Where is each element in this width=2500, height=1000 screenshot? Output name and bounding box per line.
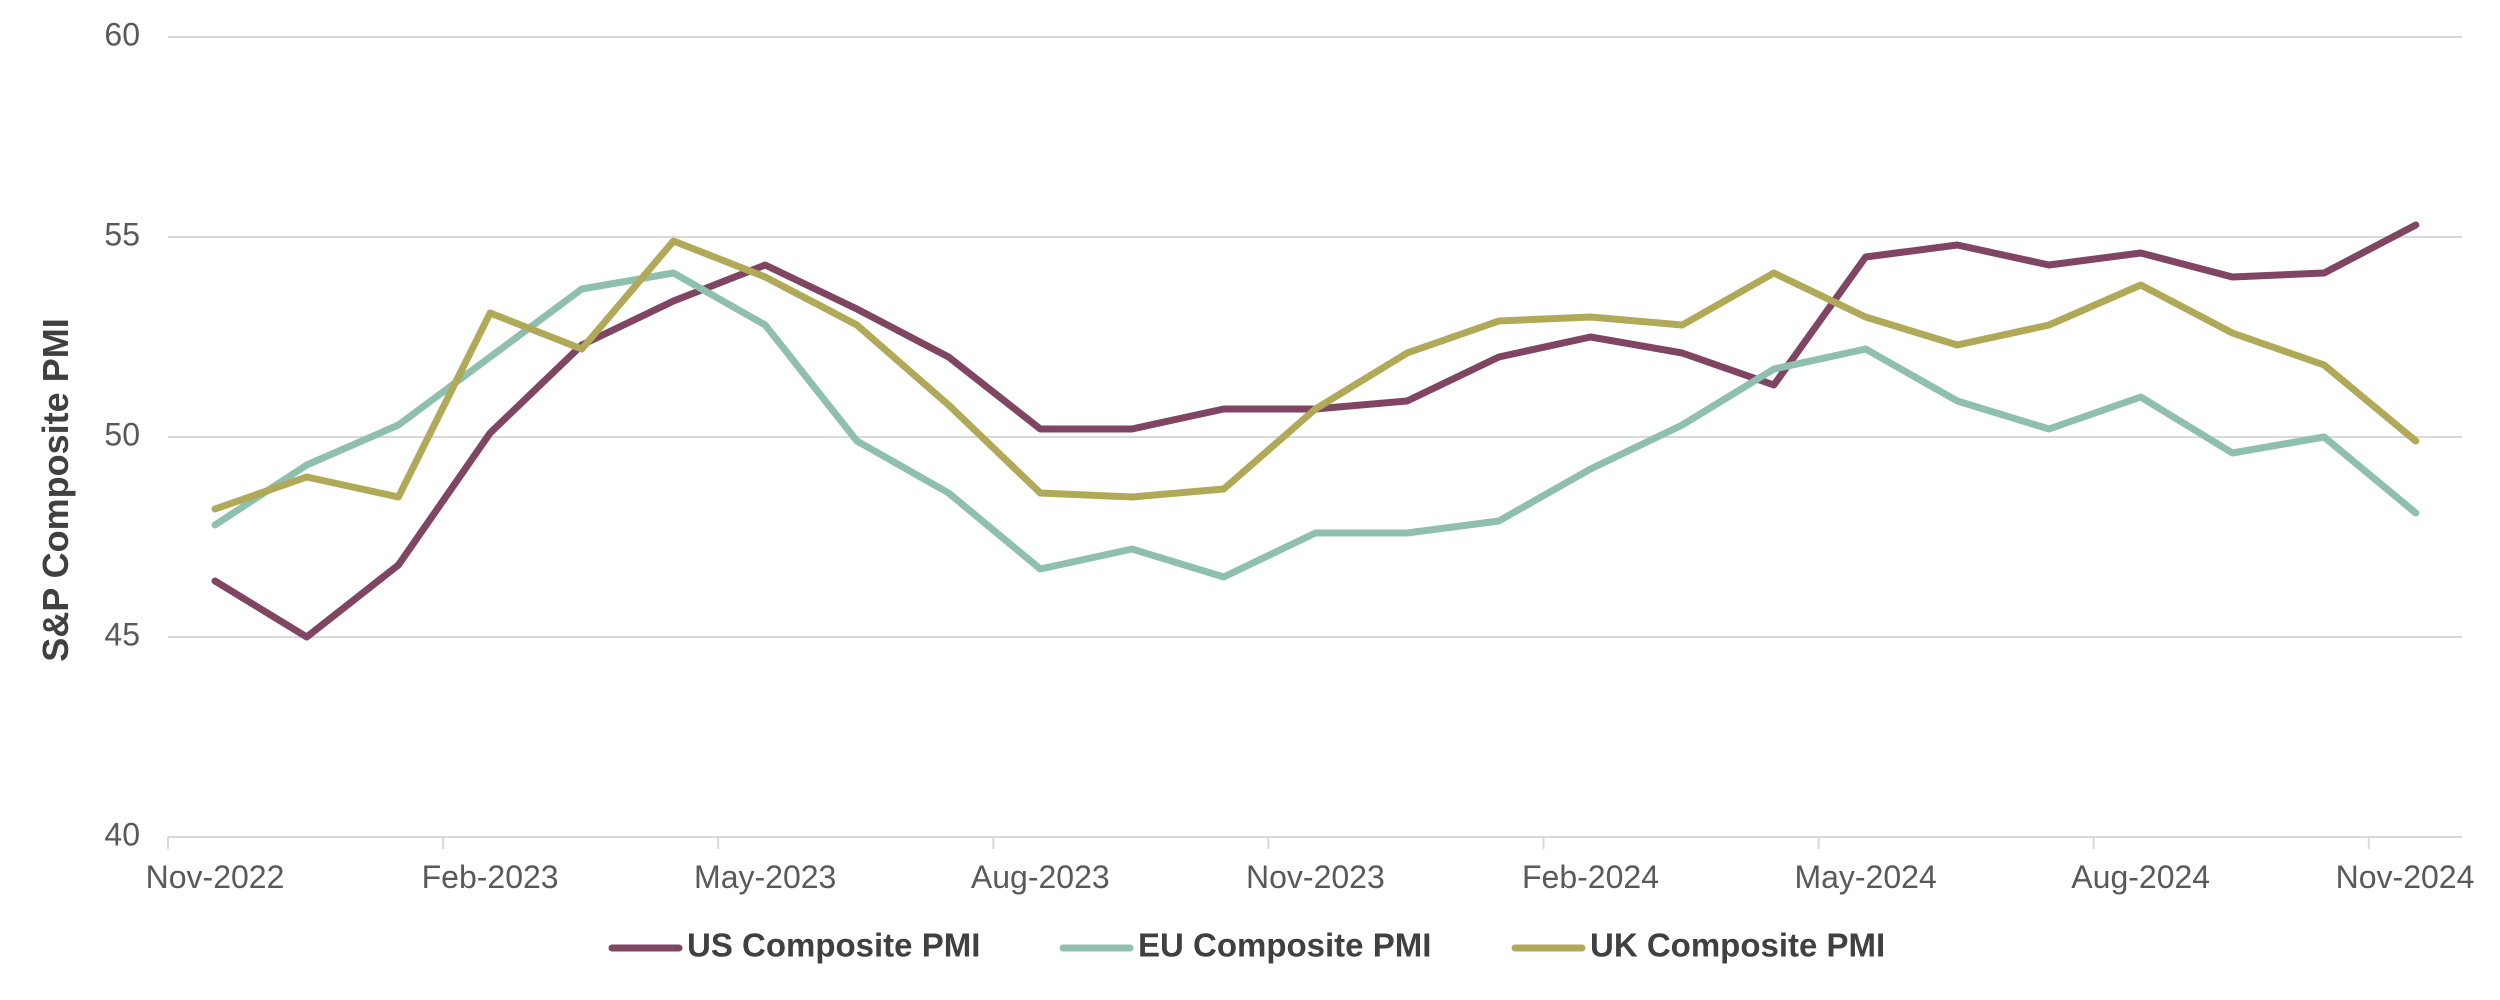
y-tick-label-45: 45	[104, 616, 140, 652]
y-tick-label-50: 50	[104, 416, 140, 452]
series-line-eu-composite-pmi	[211, 269, 2420, 581]
x-tick-label: Feb-2023	[422, 859, 559, 895]
series-line-us-composite-pmi	[211, 221, 2420, 641]
x-tick-label: Nov-2024	[2336, 859, 2475, 895]
axes: 40 45 50 55 60 Nov-2022 Feb-2023 May-2023 Aug-20…	[104, 16, 2474, 895]
x-tick-label: Aug-2024	[2071, 859, 2210, 895]
y-tick-label-55: 55	[104, 216, 140, 252]
x-tick-label: Nov-2022	[146, 859, 285, 895]
x-tick-label: Aug-2023	[971, 859, 1110, 895]
x-tick-label: May-2024	[1794, 859, 1936, 895]
gridlines	[168, 36, 2462, 638]
legend: US Composite PMI EU Composite PMI UK Compo…	[608, 927, 1885, 964]
y-tick-label-40: 40	[104, 816, 140, 852]
x-tick-label: Nov-2023	[1246, 859, 1385, 895]
x-tick-label: May-2023	[694, 859, 836, 895]
x-tick-label: Feb-2024	[1522, 859, 1659, 895]
legend-label: UK Composite PMI	[1590, 927, 1885, 964]
legend-label: US Composite PMI	[687, 927, 980, 964]
y-tick-label-60: 60	[104, 16, 140, 52]
series-lines	[211, 221, 2420, 641]
legend-label: EU Composite PMI	[1138, 927, 1431, 964]
y-axis-title: S&P Composite PMI	[35, 318, 76, 661]
series-line-uk-composite-pmi	[211, 237, 2420, 513]
